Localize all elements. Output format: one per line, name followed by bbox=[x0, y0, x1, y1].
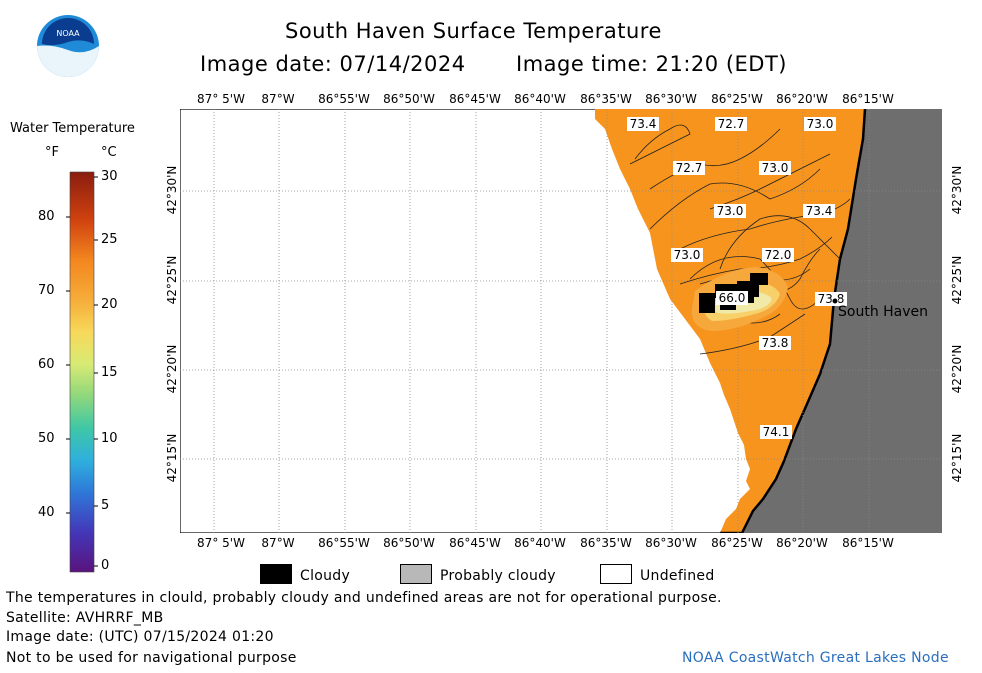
contour-label: 72.7 bbox=[673, 161, 705, 175]
contour-label: 73.0 bbox=[671, 248, 703, 262]
contour-label-text: 73.0 bbox=[762, 161, 789, 175]
c-tick-label: 20 bbox=[101, 297, 118, 312]
city-label: South Haven bbox=[838, 304, 928, 320]
contour-label: 72.0 bbox=[762, 248, 794, 262]
coastline bbox=[720, 109, 867, 533]
contour-label-text: 73.0 bbox=[717, 204, 744, 218]
c-tick-label: 30 bbox=[101, 169, 118, 184]
contour-label: 66.0 bbox=[716, 291, 748, 305]
land-area bbox=[720, 109, 942, 533]
page-title: South Haven Surface Temperature bbox=[285, 19, 662, 43]
lon-label: 86°20'W bbox=[776, 92, 828, 106]
lat-label: 42°15'N bbox=[950, 433, 964, 483]
lon-label: 86°30'W bbox=[645, 92, 697, 106]
c-tick-label: 0 bbox=[101, 558, 110, 573]
f-tick-label: 70 bbox=[38, 283, 55, 298]
logo-text: NOAA bbox=[56, 29, 80, 38]
contour-labels: 73.4 72.7 73.0 72.7 73.0 73.0 73.4 73.0 72.0 66.0… bbox=[627, 117, 847, 439]
footer-utc-date: Image date: (UTC) 07/15/2024 01:20 bbox=[6, 629, 274, 645]
contour-label-text: 72.7 bbox=[676, 161, 703, 175]
footer-satellite: Satellite: AVHRRF_MB bbox=[6, 610, 164, 626]
lon-label: 86°30'W bbox=[645, 536, 697, 550]
contour-label: 73.8 bbox=[759, 336, 791, 350]
contour-label: 73.0 bbox=[714, 204, 746, 218]
lon-label: 86°40'W bbox=[514, 92, 566, 106]
colorbar-title: Water Temperature bbox=[10, 121, 135, 136]
contour-label: 73.0 bbox=[804, 117, 836, 131]
contour-label: 73.0 bbox=[759, 161, 791, 175]
contour-label: 73.4 bbox=[627, 117, 659, 131]
lon-label: 86°55'W bbox=[318, 92, 370, 106]
lon-label: 86°40'W bbox=[514, 536, 566, 550]
footer-credit: NOAA CoastWatch Great Lakes Node bbox=[682, 650, 949, 666]
f-tick-label: 80 bbox=[38, 209, 55, 224]
lat-label: 42°20'N bbox=[950, 344, 964, 394]
lat-label: 42°20'N bbox=[165, 344, 179, 394]
lon-label: 87° 5'W bbox=[197, 92, 245, 106]
c-tick-label: 10 bbox=[101, 431, 118, 446]
lon-label: 86°25'W bbox=[711, 92, 763, 106]
lon-label: 86°35'W bbox=[580, 536, 632, 550]
contour-label-text: 73.4 bbox=[630, 117, 657, 131]
lon-label: 86°50'W bbox=[383, 536, 435, 550]
contour-label-text: 73.4 bbox=[806, 204, 833, 218]
legend-probably-cloudy-label: Probably cloudy bbox=[440, 568, 556, 584]
graticule bbox=[180, 109, 942, 533]
lat-label: 42°25'N bbox=[165, 255, 179, 305]
contour-label: 73.4 bbox=[803, 204, 835, 218]
lon-label: 86°45'W bbox=[449, 536, 501, 550]
contour-label: 74.1 bbox=[760, 425, 792, 439]
contour-label-text: 73.0 bbox=[807, 117, 834, 131]
lon-label: 87°W bbox=[261, 92, 295, 106]
f-tick-label: 40 bbox=[38, 505, 55, 520]
c-tick-label: 25 bbox=[101, 232, 118, 247]
f-tick-label: 50 bbox=[38, 431, 55, 446]
footer-nav-warning: Not to be used for navigational purpose bbox=[6, 650, 297, 666]
c-tick-label: 15 bbox=[101, 365, 118, 380]
legend-cloudy-swatch bbox=[260, 564, 292, 584]
footer-note: The temperatures in clould, probably clo… bbox=[6, 590, 722, 606]
lon-label: 86°25'W bbox=[711, 536, 763, 550]
c-tick-label: 5 bbox=[101, 498, 110, 513]
south-haven-marker bbox=[831, 297, 839, 305]
unit-celsius: °C bbox=[101, 145, 117, 160]
noaa-logo: NOAA bbox=[37, 15, 99, 77]
lon-label: 87°W bbox=[261, 536, 295, 550]
lat-label: 42°30'N bbox=[165, 165, 179, 215]
legend-undefined-label: Undefined bbox=[640, 568, 715, 584]
contour-label-text: 72.0 bbox=[765, 248, 792, 262]
lat-label: 42°25'N bbox=[950, 255, 964, 305]
contour-label-text: 66.0 bbox=[719, 291, 746, 305]
contour-label-text: 73.0 bbox=[674, 248, 701, 262]
contour-label-text: 73.8 bbox=[762, 336, 789, 350]
lon-label: 86°50'W bbox=[383, 92, 435, 106]
lon-label: 86°15'W bbox=[842, 536, 894, 550]
lon-label: 86°55'W bbox=[318, 536, 370, 550]
lon-label: 86°15'W bbox=[842, 92, 894, 106]
lat-label: 42°15'N bbox=[165, 433, 179, 483]
contour-label-text: 72.7 bbox=[718, 117, 745, 131]
lon-label: 86°35'W bbox=[580, 92, 632, 106]
unit-fahrenheit: °F bbox=[45, 145, 59, 160]
lon-label: 87° 5'W bbox=[197, 536, 245, 550]
contour-label-text: 74.1 bbox=[763, 425, 790, 439]
contour-label: 72.7 bbox=[715, 117, 747, 131]
image-time: Image time: 21:20 (EDT) bbox=[516, 52, 787, 76]
legend-cloudy-label: Cloudy bbox=[300, 568, 351, 584]
legend-undefined-swatch bbox=[600, 564, 632, 584]
lon-label: 86°45'W bbox=[449, 92, 501, 106]
f-tick-label: 60 bbox=[38, 357, 55, 372]
sst-map: 73.4 72.7 73.0 72.7 73.0 73.0 73.4 73.0 72.0 66.0… bbox=[180, 109, 942, 533]
lat-label: 42°30'N bbox=[950, 165, 964, 215]
colorbar bbox=[66, 171, 98, 573]
image-date: Image date: 07/14/2024 bbox=[200, 52, 466, 76]
legend-probably-cloudy-swatch bbox=[400, 564, 432, 584]
lon-label: 86°20'W bbox=[776, 536, 828, 550]
